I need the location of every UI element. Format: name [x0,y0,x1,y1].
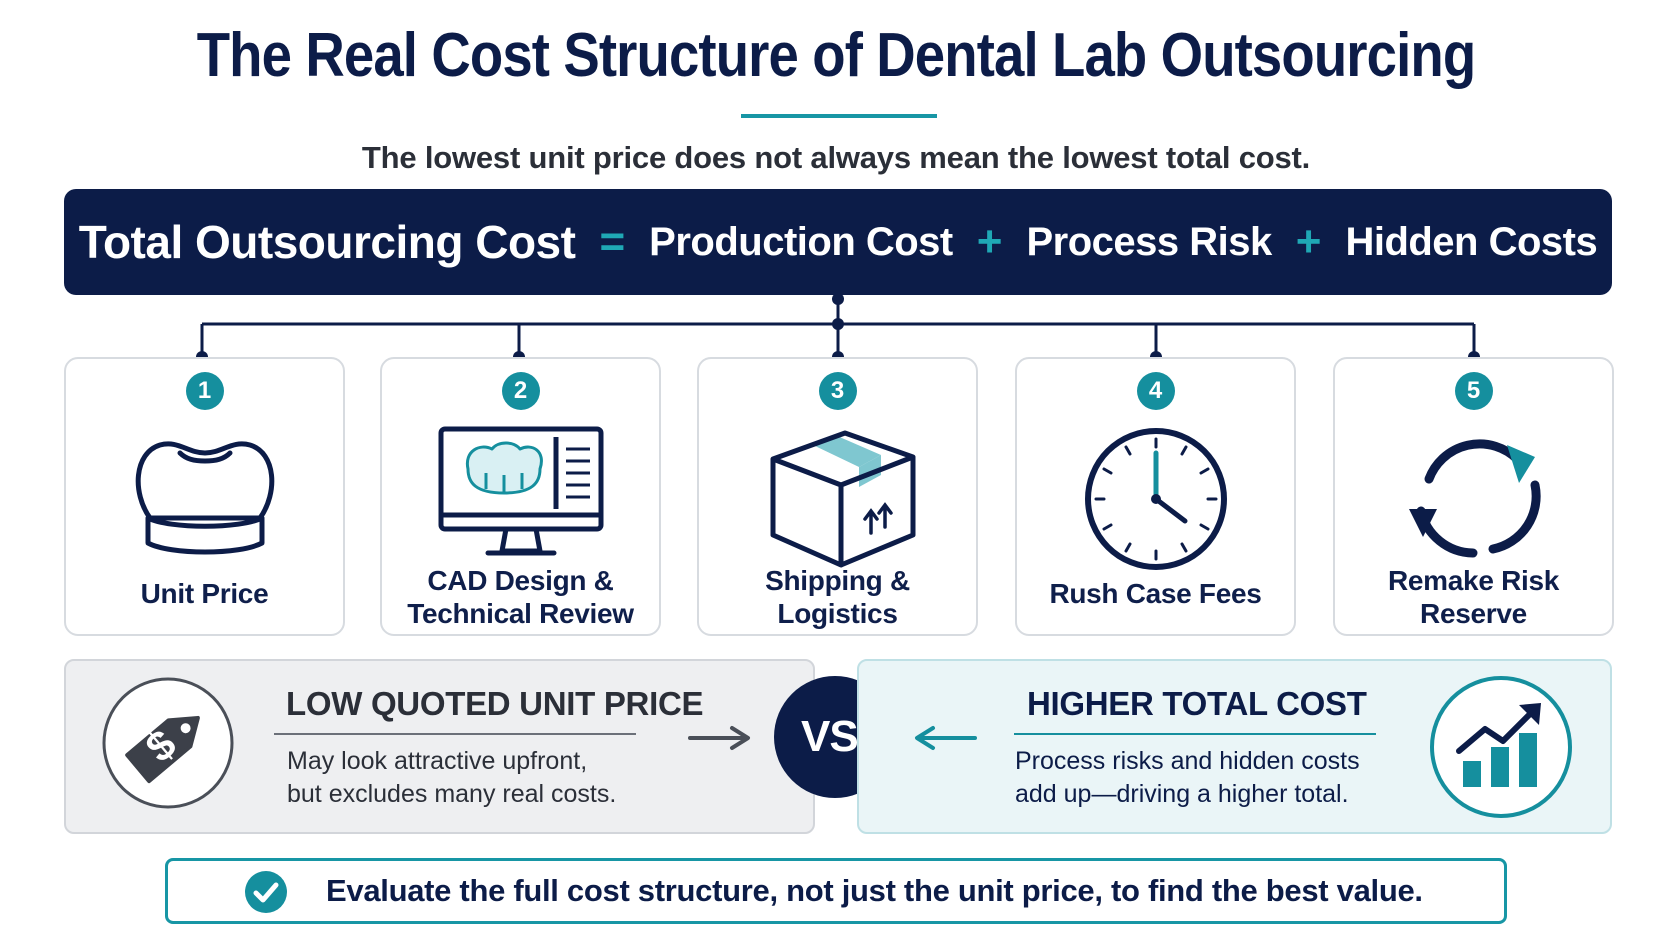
low-price-body: May look attractive upfront, but exclude… [287,745,616,811]
check-circle-icon [245,871,287,913]
low-price-divider [274,733,636,735]
cost-equation-banner: Total Outsourcing Cost = Production Cost… [64,189,1612,295]
high-total-divider [1014,733,1376,735]
equation-total: Total Outsourcing Cost [78,216,576,268]
high-total-body-line: Process risks and hidden costs [1015,747,1360,775]
page-subtitle: The lowest unit price does not always me… [361,140,1311,175]
component-card-unit-price: 1 Unit Price [64,357,345,636]
component-label-line: Shipping & [765,565,910,596]
low-price-body-line: but excludes many real costs. [287,780,617,808]
arrow-right-icon [688,726,750,750]
step-number-badge: 4 [1136,372,1175,410]
component-label-line: Remake Risk [1387,565,1560,596]
tooth-crown-icon [135,441,274,555]
component-label-line: Rush Case Fees [1049,578,1262,609]
step-number-badge: 5 [1454,372,1493,410]
component-label: Shipping & Logistics [699,564,976,630]
component-card-remake-risk: 5 Remake Risk Reserve [1333,357,1614,636]
component-label: Unit Price [66,577,343,610]
plus-sign-1: + [976,217,1003,266]
package-box-icon [770,430,915,568]
price-tag-dollar-icon: $ [102,677,234,809]
high-total-heading: HIGHER TOTAL COST [1027,685,1367,722]
step-number-badge: 2 [501,372,540,410]
component-label: CAD Design & Technical Review [382,564,659,630]
component-label-line: Unit Price [140,578,269,609]
high-total-body: Process risks and hidden costs add up—dr… [1015,745,1360,811]
clock-icon [1084,428,1227,570]
component-card-rush-fees: 4 Rush Case Fees [1015,357,1296,636]
high-total-body-line: add up—driving a higher total. [1015,780,1349,808]
equation-term-production: Production Cost [649,219,953,264]
refresh-cycle-icon [1408,439,1541,558]
low-price-body-line: May look attractive upfront, [287,747,588,775]
component-label: Rush Case Fees [1017,577,1294,610]
equals-sign: = [599,217,626,266]
component-label-line: CAD Design & [427,565,614,596]
high-total-panel: HIGHER TOTAL COST Process risks and hidd… [857,659,1612,834]
low-price-panel: $ LOW QUOTED UNIT PRICE May look attract… [64,659,815,834]
component-card-cad-design: 2 CAD Design & Technical Review [380,357,661,636]
rising-bar-chart-icon [1430,676,1572,818]
equation-term-hidden-costs: Hidden Costs [1345,219,1598,264]
equation-term-process-risk: Process Risk [1026,219,1272,264]
conclusion-text: Evaluate the full cost structure, not ju… [326,873,1423,908]
connector-node-center [832,318,844,330]
component-card-shipping: 3 Shipping & Logistics [697,357,978,636]
low-price-heading: LOW QUOTED UNIT PRICE [286,685,704,722]
step-number-badge: 1 [185,372,224,410]
component-label-line: Technical Review [407,598,634,629]
monitor-cad-icon [438,426,603,556]
component-label-line: Logistics [777,598,898,629]
step-number-badge: 3 [818,372,857,410]
plus-sign-2: + [1295,217,1322,266]
conclusion-banner: Evaluate the full cost structure, not ju… [165,858,1507,924]
component-label: Remake Risk Reserve [1335,564,1612,630]
title-underline [741,114,937,118]
arrow-left-icon [915,726,977,750]
component-label-line: Reserve [1420,598,1527,629]
page-title: The Real Cost Structure of Dental Lab Ou… [196,21,1476,90]
